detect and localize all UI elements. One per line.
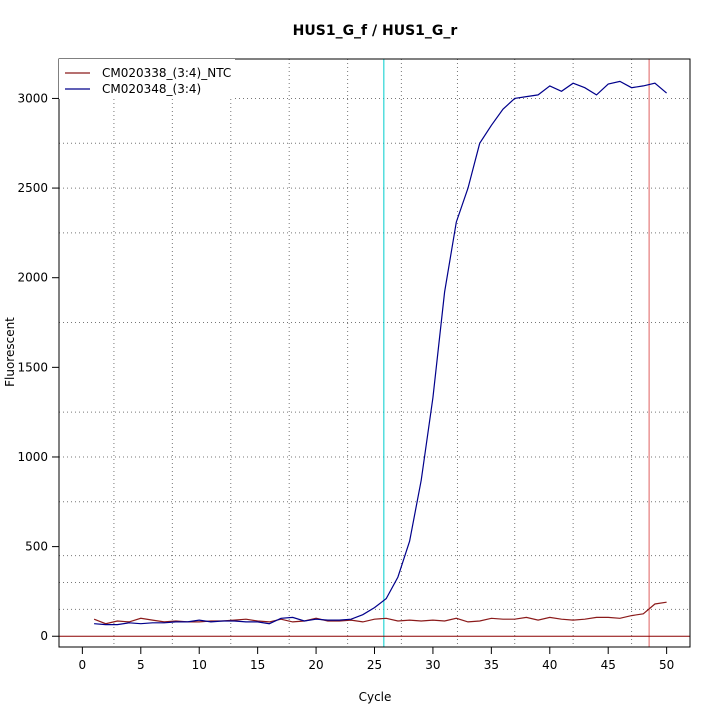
chart-title: HUS1_G_f / HUS1_G_r [293,23,458,39]
x-tick-label: 25 [367,658,382,672]
x-tick-label: 15 [250,658,265,672]
x-tick-label: 45 [601,658,616,672]
y-tick-label: 2500 [17,181,48,195]
legend-label-1: CM020338_(3:4)_NTC [102,66,231,80]
x-tick-label: 30 [425,658,440,672]
y-tick-label: 2000 [17,271,48,285]
y-tick-label: 500 [25,540,48,554]
legend-box [59,59,235,99]
y-tick-label: 0 [40,629,48,643]
y-tick-label: 1000 [17,450,48,464]
x-tick-label: 0 [79,658,87,672]
legend: CM020338_(3:4)_NTC CM020348_(3:4) [59,59,235,99]
y-axis: 0 500 1000 1500 2000 2500 3000 [17,91,60,643]
y-tick-label: 1500 [17,360,48,374]
legend-label-2: CM020348_(3:4) [102,82,201,96]
x-tick-label: 40 [542,658,557,672]
x-tick-label: 35 [484,658,499,672]
x-tick-label: 10 [192,658,207,672]
y-axis-title: Fluorescent [3,317,17,387]
series-layer [93,80,667,626]
x-axis: 0 5 10 15 20 25 30 35 40 45 50 [79,646,674,672]
x-axis-title: Cycle [359,690,392,704]
x-tick-label: 50 [659,658,674,672]
x-tick-label: 5 [137,658,145,672]
x-tick-label: 20 [308,658,323,672]
series-line-2 [94,80,667,626]
y-tick-label: 3000 [17,91,48,105]
vertical-marker-lines [383,59,650,647]
